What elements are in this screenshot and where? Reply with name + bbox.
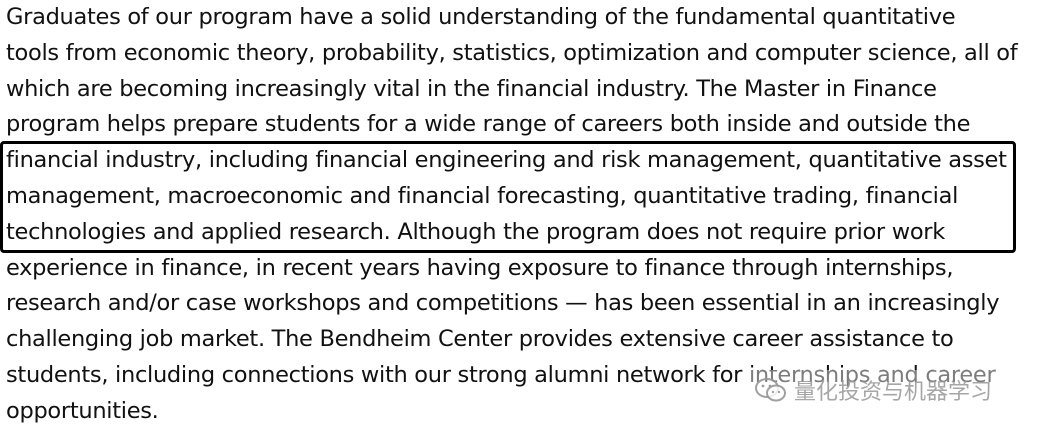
paragraph-line: financial industry, including financial … [6,147,1007,174]
paragraph-line: tools from economic theory, probability,… [6,39,1018,66]
paragraph-line: students, including connections with our… [6,361,996,388]
highlight-box [0,141,1016,253]
watermark: 量化投资与机器学习 [750,370,997,410]
paragraph-line: opportunities. [6,397,159,424]
paragraph-line: which are becoming increasingly vital in… [6,75,937,102]
paragraph-line: technologies and applied research. Altho… [6,218,945,245]
body-paragraph: Graduates of our program have a solid un… [6,0,1036,430]
paragraph-line: program helps prepare students for a wid… [6,111,971,138]
paragraph-line: management, macroeconomic and financial … [6,182,959,209]
paragraph-line: experience in finance, in recent years h… [6,254,954,281]
watermark-text: 量化投资与机器学习 [794,380,993,405]
paragraph-line: Graduates of our program have a solid un… [6,4,956,30]
wechat-icon [754,377,788,403]
paragraph-line: challenging job market. The Bendheim Cen… [6,326,954,353]
paragraph-line: research and/or case workshops and compe… [6,290,1000,317]
